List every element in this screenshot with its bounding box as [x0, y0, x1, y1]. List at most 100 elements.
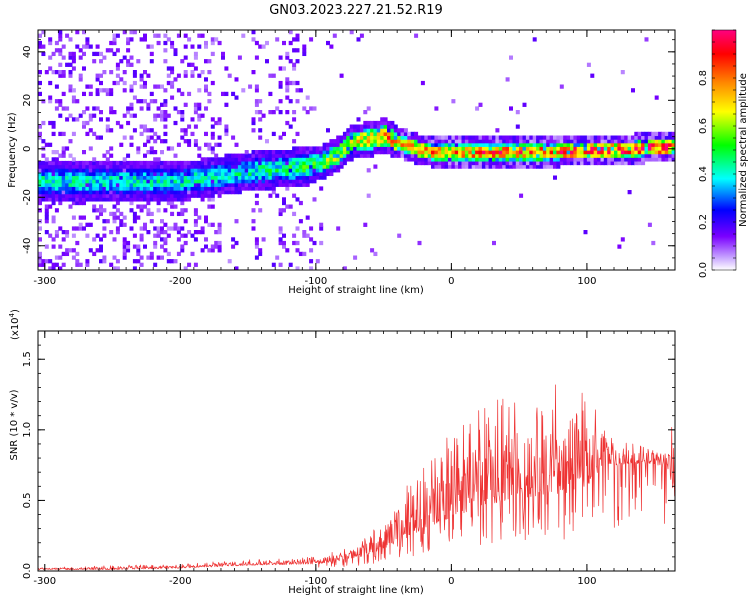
- spectrogram-cell: [136, 182, 141, 187]
- spectrogram-cell: [200, 70, 205, 75]
- colorbar-tick-label: 0.4: [698, 166, 709, 182]
- spectrogram-cell: [143, 124, 147, 129]
- spectrogram-cell: [65, 62, 70, 67]
- spectrogram-cell: [529, 139, 534, 144]
- spectrogram-cell: [153, 157, 158, 162]
- spectrogram-cell: [190, 175, 195, 180]
- spectrogram-cell: [610, 146, 615, 151]
- spectrogram-cell: [231, 171, 236, 177]
- spectrogram-cell: [661, 135, 666, 140]
- spectrogram-cell: [631, 142, 635, 147]
- spectrogram-cell: [115, 33, 120, 38]
- spectrogram-cell: [75, 117, 80, 122]
- spectrogram-cell: [122, 113, 127, 118]
- spectrogram-cell: [95, 77, 100, 82]
- spectrogram-cell: [488, 139, 493, 144]
- spectrogram-cell: [58, 226, 63, 231]
- spectrogram-cell: [71, 182, 76, 187]
- spectrogram-cell: [654, 135, 659, 140]
- spectrogram-cell: [244, 186, 249, 191]
- spectrogram-cell: [119, 124, 124, 129]
- spectrogram-cell: [78, 55, 83, 60]
- spectrogram-cell: [312, 168, 317, 173]
- spectrogram-cell: [109, 91, 114, 97]
- spectrogram-cell: [265, 175, 269, 180]
- spectrogram-cell: [651, 142, 656, 147]
- spectrogram-cell: [122, 135, 127, 140]
- spectrogram-cell: [176, 164, 181, 169]
- spectrogram-cell: [180, 208, 185, 213]
- spectrogram-cell: [217, 164, 222, 169]
- spectrogram-cell: [563, 139, 568, 144]
- spectrogram-cell: [51, 197, 56, 202]
- spectrogram-cell: [600, 153, 605, 158]
- spectrogram-cell: [495, 128, 500, 133]
- spectrogram-cell: [254, 164, 259, 169]
- colorbar-tick-label: 0.0: [698, 262, 709, 278]
- spectrogram-cell: [41, 44, 46, 49]
- spectrogram-cell: [115, 62, 120, 67]
- spectrogram-cell: [437, 153, 442, 158]
- spectrogram-cell: [481, 164, 486, 169]
- spectrogram-cell: [251, 160, 256, 166]
- spectrogram-cell: [268, 193, 273, 198]
- spectrogram-cell: [522, 164, 527, 169]
- spectrogram-cell: [509, 160, 513, 166]
- spectrogram-cell: [512, 142, 517, 147]
- spectrogram-cell: [166, 233, 171, 238]
- spectrogram-cell: [268, 91, 273, 97]
- spectrogram-cell: [204, 106, 208, 111]
- spectrogram-cell: [654, 131, 659, 137]
- spectrogram-cell: [207, 164, 212, 169]
- spectrogram-cell: [353, 131, 358, 137]
- y-tick-label: 20: [22, 94, 33, 107]
- spectrogram-cell: [614, 150, 618, 155]
- spectrogram-cell: [126, 182, 131, 187]
- spectrogram-cell: [525, 157, 530, 162]
- spectrogram-cells: [38, 30, 675, 270]
- spectrogram-cell: [95, 106, 100, 111]
- spectrogram-cell: [285, 186, 290, 191]
- spectrogram-cell: [305, 175, 310, 180]
- spectrogram-cell: [231, 160, 236, 166]
- spectrogram-cell: [129, 84, 134, 89]
- spectrogram-cell: [597, 153, 602, 158]
- spectrogram-cell: [546, 146, 551, 151]
- spectrogram-cell: [326, 171, 330, 177]
- spectrogram-cell: [532, 135, 537, 140]
- spectrogram-cell: [342, 146, 347, 151]
- spectrogram-cell: [370, 120, 375, 126]
- spectrogram-cell: [139, 164, 144, 169]
- spectrogram-cell: [237, 190, 242, 195]
- spectrogram-cell: [41, 30, 46, 35]
- spectrogram-cell: [644, 139, 649, 144]
- spectrogram-cell: [366, 193, 371, 198]
- spectrogram-cell: [407, 157, 412, 162]
- spectrogram-cell: [200, 179, 205, 184]
- spectrogram-cell: [112, 255, 117, 260]
- spectrogram-cell: [451, 164, 456, 169]
- spectrogram-cell: [322, 142, 327, 147]
- spectrogram-cell: [559, 146, 564, 151]
- spectrogram-cell: [634, 160, 639, 166]
- spectrogram-cell: [54, 175, 59, 180]
- spectrogram-cell: [207, 91, 212, 97]
- spectrogram-cell: [180, 168, 185, 173]
- spectrogram-cell: [349, 146, 354, 151]
- spectrogram-cell: [302, 175, 307, 180]
- spectrogram-cell: [160, 179, 164, 184]
- spectrogram-cell: [48, 168, 53, 173]
- spectrogram-cell: [393, 128, 398, 133]
- spectrogram-cell: [373, 150, 378, 155]
- spectrogram-cell: [339, 139, 344, 144]
- spectrogram-cell: [576, 153, 581, 158]
- spectrogram-cell: [451, 146, 456, 151]
- spectrogram-cell: [319, 160, 324, 166]
- spectrogram-cell: [481, 135, 486, 140]
- spectrogram-cell: [258, 168, 263, 173]
- spectrogram-cell: [315, 157, 320, 162]
- spectrogram-cell: [275, 182, 280, 187]
- spectrogram-cell: [176, 251, 181, 257]
- spectrogram-cell: [278, 262, 283, 267]
- spectrogram-cell: [143, 99, 147, 104]
